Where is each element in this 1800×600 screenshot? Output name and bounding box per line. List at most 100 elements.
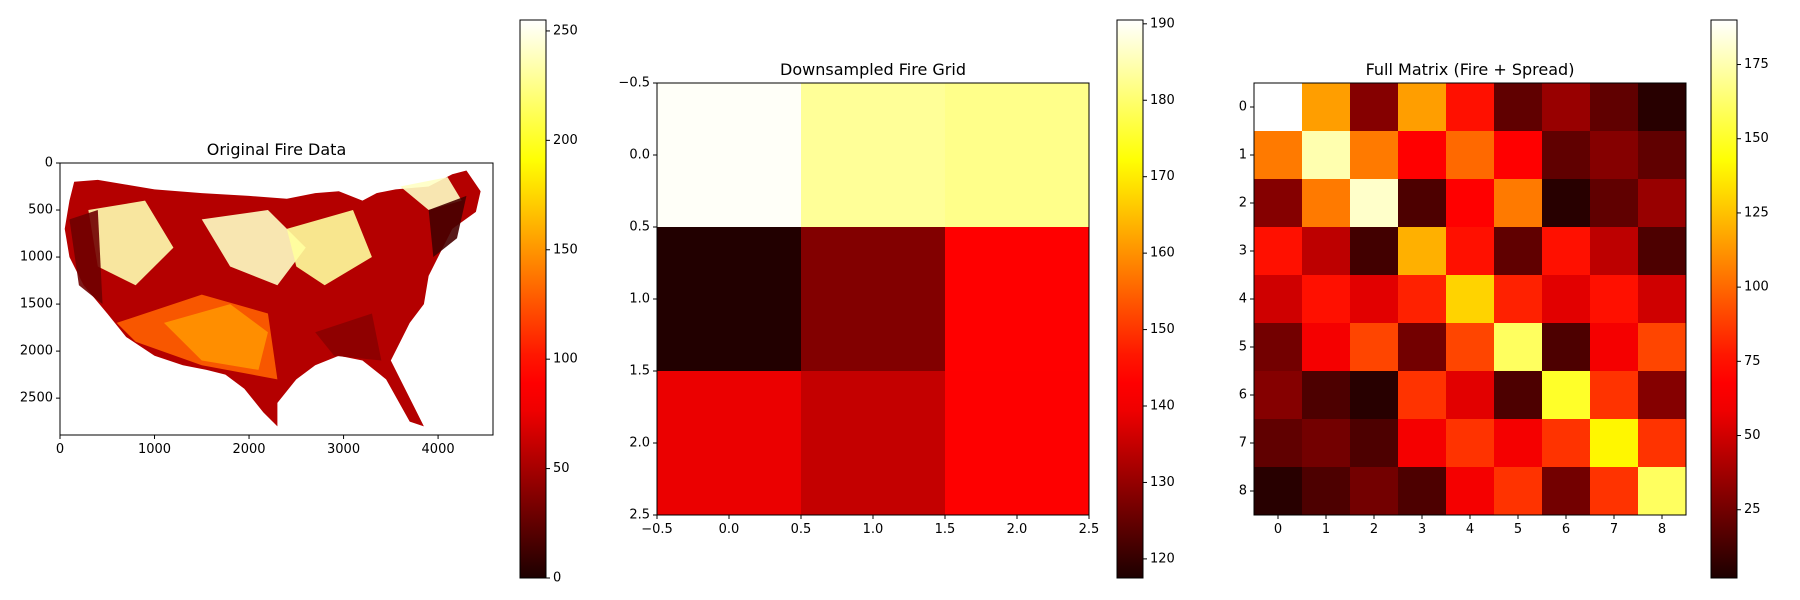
heatmap-cell bbox=[945, 227, 1090, 372]
colorbar-tick-label: 75 bbox=[1744, 354, 1761, 369]
x-tick-label: 7 bbox=[1610, 522, 1618, 537]
heatmap-cell bbox=[1446, 419, 1495, 468]
heatmap-cell bbox=[1254, 419, 1303, 468]
heatmap-cell bbox=[1446, 179, 1495, 228]
x-tick-label: 0 bbox=[56, 442, 64, 457]
heatmap-cell bbox=[1350, 179, 1399, 228]
heatmap-cell bbox=[1398, 467, 1447, 516]
us-map-base bbox=[64, 170, 481, 427]
heatmap-cell bbox=[801, 371, 946, 516]
y-tick-label: 0.5 bbox=[629, 220, 650, 235]
heatmap-cell bbox=[1542, 371, 1591, 420]
heatmap-cell bbox=[1638, 467, 1687, 516]
colorbar-tick-label: 150 bbox=[1744, 131, 1769, 146]
y-tick-label: 0 bbox=[45, 156, 53, 171]
y-tick-label: 5 bbox=[1239, 340, 1247, 355]
heatmap-cell bbox=[1590, 227, 1639, 276]
heatmap-cell bbox=[1542, 227, 1591, 276]
heatmap-cell bbox=[945, 371, 1090, 516]
heatmap-cell bbox=[1590, 83, 1639, 132]
heatmap-cell bbox=[1638, 131, 1687, 180]
heatmap-cell bbox=[1446, 275, 1495, 324]
heatmap-cell bbox=[801, 227, 946, 372]
heatmap-cell bbox=[1590, 467, 1639, 516]
heatmap-cell bbox=[1302, 275, 1351, 324]
x-tick-label: 4 bbox=[1466, 522, 1474, 537]
heatmap-cell bbox=[1590, 419, 1639, 468]
heatmap-cell bbox=[1494, 371, 1543, 420]
heatmap-cell bbox=[1494, 179, 1543, 228]
heatmap-cell bbox=[1446, 371, 1495, 420]
heatmap-cell bbox=[1350, 323, 1399, 372]
heatmap-cell bbox=[657, 227, 802, 372]
colorbar-tick-label: 50 bbox=[1744, 428, 1761, 443]
y-tick-label: 1500 bbox=[20, 297, 53, 312]
heatmap-cell bbox=[1494, 419, 1543, 468]
heatmap-cell bbox=[657, 371, 802, 516]
heatmap-cell bbox=[1398, 131, 1447, 180]
heatmap-cell bbox=[1638, 83, 1687, 132]
fire-region bbox=[69, 210, 103, 305]
colorbar-tick-label: 25 bbox=[1744, 502, 1761, 517]
heatmap-cell bbox=[1302, 323, 1351, 372]
heatmap-cell bbox=[1638, 419, 1687, 468]
fire-region bbox=[88, 200, 174, 286]
heatmap-cell bbox=[1254, 275, 1303, 324]
colorbar-tick-label: 190 bbox=[1150, 16, 1175, 31]
heatmap-cell bbox=[1446, 467, 1495, 516]
heatmap-cell bbox=[1350, 419, 1399, 468]
heatmap-cell bbox=[1638, 323, 1687, 372]
heatmap-cell bbox=[1494, 275, 1543, 324]
y-tick-label: 2500 bbox=[20, 391, 53, 406]
heatmap-cell bbox=[1350, 371, 1399, 420]
colorbar-tick-label: 175 bbox=[1744, 57, 1769, 72]
x-tick-label: 3 bbox=[1418, 522, 1426, 537]
colorbar-gradient bbox=[1710, 19, 1738, 579]
x-tick-label: 6 bbox=[1562, 522, 1570, 537]
x-tick-label: 2 bbox=[1370, 522, 1378, 537]
heatmap-cell bbox=[1254, 227, 1303, 276]
heatmap-cell bbox=[1638, 179, 1687, 228]
colorbar-tick-label: 200 bbox=[553, 133, 578, 148]
panel-full-matrix: Full Matrix (Fire + Spread) 0 1 2 3 4 5 6 7 8 0 1 2 3… bbox=[1239, 60, 1687, 537]
y-tick-label: 1.0 bbox=[629, 292, 650, 307]
x-tick-label: 4000 bbox=[422, 442, 455, 457]
y-tick-label: 2.5 bbox=[629, 508, 650, 523]
colorbar-tick-label: 140 bbox=[1150, 399, 1175, 414]
x-tick-label: 2000 bbox=[232, 442, 265, 457]
heatmap-cell bbox=[1494, 83, 1543, 132]
colorbar-tick-label: 160 bbox=[1150, 246, 1175, 261]
heatmap-cell bbox=[1542, 179, 1591, 228]
x-tick-label: 2.0 bbox=[1007, 522, 1028, 537]
heatmap-cell bbox=[1590, 131, 1639, 180]
heatmap-cell bbox=[1302, 83, 1351, 132]
y-tick-label: 2000 bbox=[20, 344, 53, 359]
x-tick-label: 2.5 bbox=[1079, 522, 1100, 537]
colorbar-tick-label: 130 bbox=[1150, 475, 1175, 490]
x-tick-label: 8 bbox=[1658, 522, 1666, 537]
colorbar-3: 25 50 75 100 125 150 175 bbox=[1710, 19, 1769, 579]
heatmap-cell bbox=[1494, 131, 1543, 180]
heatmap-cell bbox=[1302, 371, 1351, 420]
x-tick-label: 0.5 bbox=[791, 522, 812, 537]
heatmap-cell bbox=[1446, 227, 1495, 276]
colorbar-tick-label: 125 bbox=[1744, 205, 1769, 220]
heatmap-cell bbox=[1398, 323, 1447, 372]
heatmap-cell bbox=[1398, 419, 1447, 468]
y-tick-label: 0.0 bbox=[629, 148, 650, 163]
heatmap-cell bbox=[1542, 419, 1591, 468]
colorbar-tick-label: 150 bbox=[553, 242, 578, 257]
chart-title: Original Fire Data bbox=[207, 140, 347, 159]
heatmap-cell bbox=[1542, 83, 1591, 132]
heatmap-cell bbox=[1254, 83, 1303, 132]
heatmap-cell bbox=[801, 83, 946, 228]
fire-region bbox=[201, 210, 306, 286]
heatmap-cell bbox=[1398, 227, 1447, 276]
colorbar-gradient bbox=[519, 19, 547, 579]
heatmap-cell bbox=[1398, 275, 1447, 324]
heatmap-cell bbox=[1350, 275, 1399, 324]
y-tick-label: 8 bbox=[1239, 484, 1247, 499]
heatmap-cell bbox=[1494, 227, 1543, 276]
heatmap-cell bbox=[1446, 323, 1495, 372]
y-tick-label: 3 bbox=[1239, 244, 1247, 259]
